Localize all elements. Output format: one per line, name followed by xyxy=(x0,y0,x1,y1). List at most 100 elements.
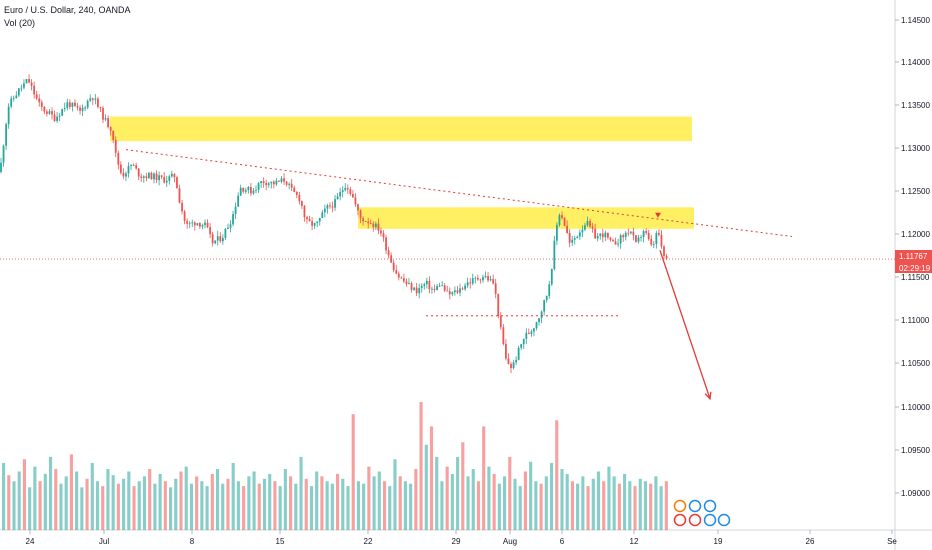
volume-bar xyxy=(80,487,84,530)
candle-body xyxy=(30,82,33,86)
candle-body xyxy=(410,283,413,290)
volume-bar xyxy=(64,476,68,530)
candle-body xyxy=(308,219,311,222)
volume-bar xyxy=(456,456,460,530)
candle-body xyxy=(311,221,313,226)
candle-body xyxy=(25,79,28,84)
candle-body xyxy=(627,232,630,234)
candle-body xyxy=(160,175,163,178)
candle-body xyxy=(252,190,255,194)
candle-body xyxy=(405,281,408,285)
price-tick-label: 1.14500 xyxy=(901,16,930,25)
candle-body xyxy=(17,88,20,96)
candle-body xyxy=(482,277,484,281)
volume-bar xyxy=(247,476,251,530)
time-tick-label: Aug xyxy=(503,537,517,546)
time-tick-label: 24 xyxy=(26,537,35,546)
time-axis[interactable]: 24 Jul 8 15 22 29 Aug 6 12 19 26 Se xyxy=(26,530,898,546)
candle-body xyxy=(224,228,227,238)
time-tick-label: 26 xyxy=(806,537,815,546)
candle-body xyxy=(433,288,436,290)
candle-body xyxy=(484,275,487,278)
candle-body xyxy=(387,250,390,256)
volume-bar xyxy=(602,481,606,530)
candle-body xyxy=(428,280,431,290)
time-tick-label: 29 xyxy=(452,537,461,546)
candle-body xyxy=(71,102,74,107)
candle-body xyxy=(247,187,250,191)
candle-body xyxy=(413,287,415,290)
candle-body xyxy=(561,215,563,218)
candle-body xyxy=(609,237,612,240)
candle-body xyxy=(612,239,614,242)
candle-body xyxy=(295,191,298,195)
candle-body xyxy=(48,111,51,114)
price-tick-label: 1.10000 xyxy=(901,403,930,412)
candle-body xyxy=(204,222,206,226)
candle-body xyxy=(474,277,477,279)
candle-body xyxy=(234,206,237,215)
volume-bar xyxy=(649,483,653,530)
candle-body xyxy=(74,102,76,107)
volume-bar xyxy=(623,473,627,530)
volume-bar xyxy=(148,469,152,530)
candle-body xyxy=(443,285,446,291)
volume-bar xyxy=(12,481,16,530)
candle-body xyxy=(76,106,79,108)
candle-body xyxy=(272,181,275,185)
candle-body xyxy=(341,190,344,193)
volume-bar xyxy=(570,481,574,530)
candle-body xyxy=(601,233,604,238)
candle-body xyxy=(451,292,454,295)
volume-bar xyxy=(628,481,632,530)
volume-bar xyxy=(445,466,449,530)
candle-body xyxy=(298,194,301,202)
candle-body xyxy=(344,188,347,191)
candle-body xyxy=(415,287,418,294)
candle-body xyxy=(599,233,602,236)
price-tick-label: 1.12500 xyxy=(901,187,930,196)
volume-bar xyxy=(179,471,183,530)
candle-body xyxy=(425,280,428,285)
candle-body xyxy=(367,221,370,224)
candle-body xyxy=(658,232,660,235)
candle-body xyxy=(114,140,117,153)
candle-body xyxy=(665,255,668,259)
candle-body xyxy=(622,235,625,238)
candle-body xyxy=(97,98,99,107)
volume-bar xyxy=(163,481,167,530)
candle-body xyxy=(566,225,568,234)
candle-body xyxy=(586,221,589,226)
candle-body xyxy=(329,205,331,207)
candle-body xyxy=(148,172,150,179)
candle-body xyxy=(563,217,566,226)
price-tick-label: 1.12000 xyxy=(901,230,930,239)
candle-body xyxy=(339,192,342,197)
candle-body xyxy=(99,106,102,108)
volume-bar xyxy=(362,483,366,530)
price-axis[interactable]: 1.14500 1.14000 1.13500 1.13000 1.12500 1.120… xyxy=(895,16,930,498)
volume-bar xyxy=(414,469,418,530)
candle-body xyxy=(538,318,540,323)
candle-body xyxy=(515,359,517,363)
candle-body xyxy=(352,193,354,198)
volume-bar xyxy=(560,469,564,530)
candle-body xyxy=(196,223,199,226)
candle-body xyxy=(512,362,515,369)
event-icon xyxy=(703,499,717,513)
resistance-trendline xyxy=(125,149,793,238)
candle-body xyxy=(431,288,433,290)
volume-bar xyxy=(38,481,42,530)
candle-body xyxy=(285,181,288,185)
volume-bar xyxy=(591,478,595,530)
candle-body xyxy=(489,279,492,281)
price-tick-label: 1.13000 xyxy=(901,144,930,153)
volume-bar xyxy=(132,486,136,530)
candle-body xyxy=(359,210,362,219)
volume-bar xyxy=(419,402,423,530)
candle-body xyxy=(543,300,546,312)
event-icons[interactable] xyxy=(673,499,731,527)
volume-bar xyxy=(346,486,350,530)
volume-bar xyxy=(393,459,397,530)
